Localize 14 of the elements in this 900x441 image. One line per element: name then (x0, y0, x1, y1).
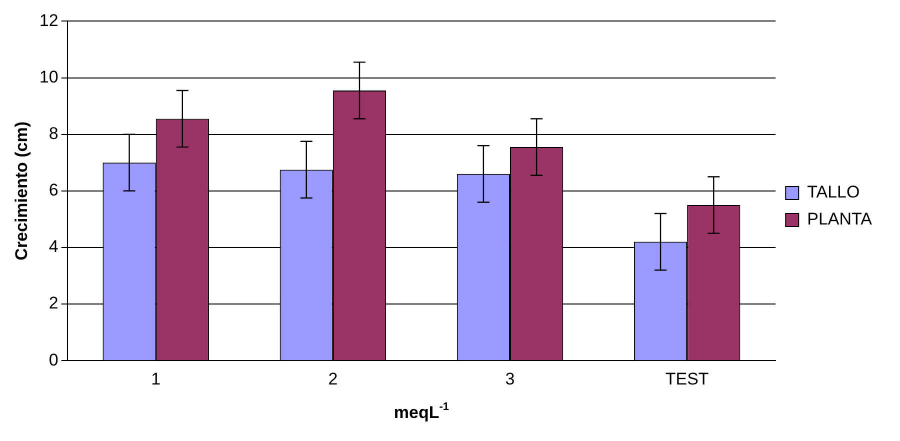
x-tick-label: 3 (505, 369, 515, 388)
x-tick-label: 2 (328, 369, 338, 388)
legend-label: PLANTA (807, 210, 873, 229)
legend-label: TALLO (807, 182, 860, 202)
y-axis-title: Crecimiento (cm) (12, 121, 31, 260)
y-tick-label: 2 (48, 294, 58, 313)
y-tick-label: 4 (48, 237, 58, 256)
y-tick-label: 12 (39, 10, 58, 30)
x-tick-label: TEST (665, 369, 709, 388)
y-tick-label: 10 (39, 67, 58, 86)
y-tick-label: 0 (48, 350, 58, 370)
x-tick-label: 1 (151, 369, 161, 388)
y-tick-label: 6 (48, 180, 58, 200)
y-tick-label: 8 (48, 124, 58, 144)
